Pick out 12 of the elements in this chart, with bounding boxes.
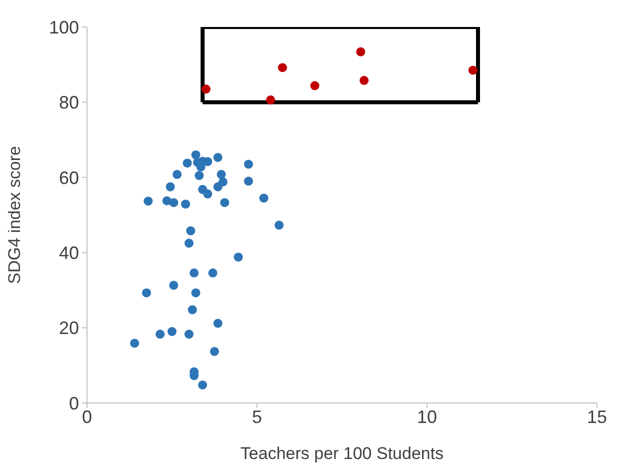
y-tick-label: 60 xyxy=(58,168,79,188)
y-tick-label: 0 xyxy=(68,393,79,414)
y-tick-label: 20 xyxy=(58,318,79,338)
x-tick-label: 15 xyxy=(586,406,608,427)
x-tick-label: 10 xyxy=(416,406,438,427)
x-axis-title: Teachers per 100 Students xyxy=(240,444,444,463)
y-tick-label: 80 xyxy=(58,92,79,113)
x-tick-label: 5 xyxy=(252,406,262,427)
y-axis-title: SDG4 index score xyxy=(5,146,24,284)
y-tick-label: 100 xyxy=(48,17,79,38)
y-tick-label: 40 xyxy=(58,242,79,263)
x-tick-label: 0 xyxy=(82,406,92,427)
